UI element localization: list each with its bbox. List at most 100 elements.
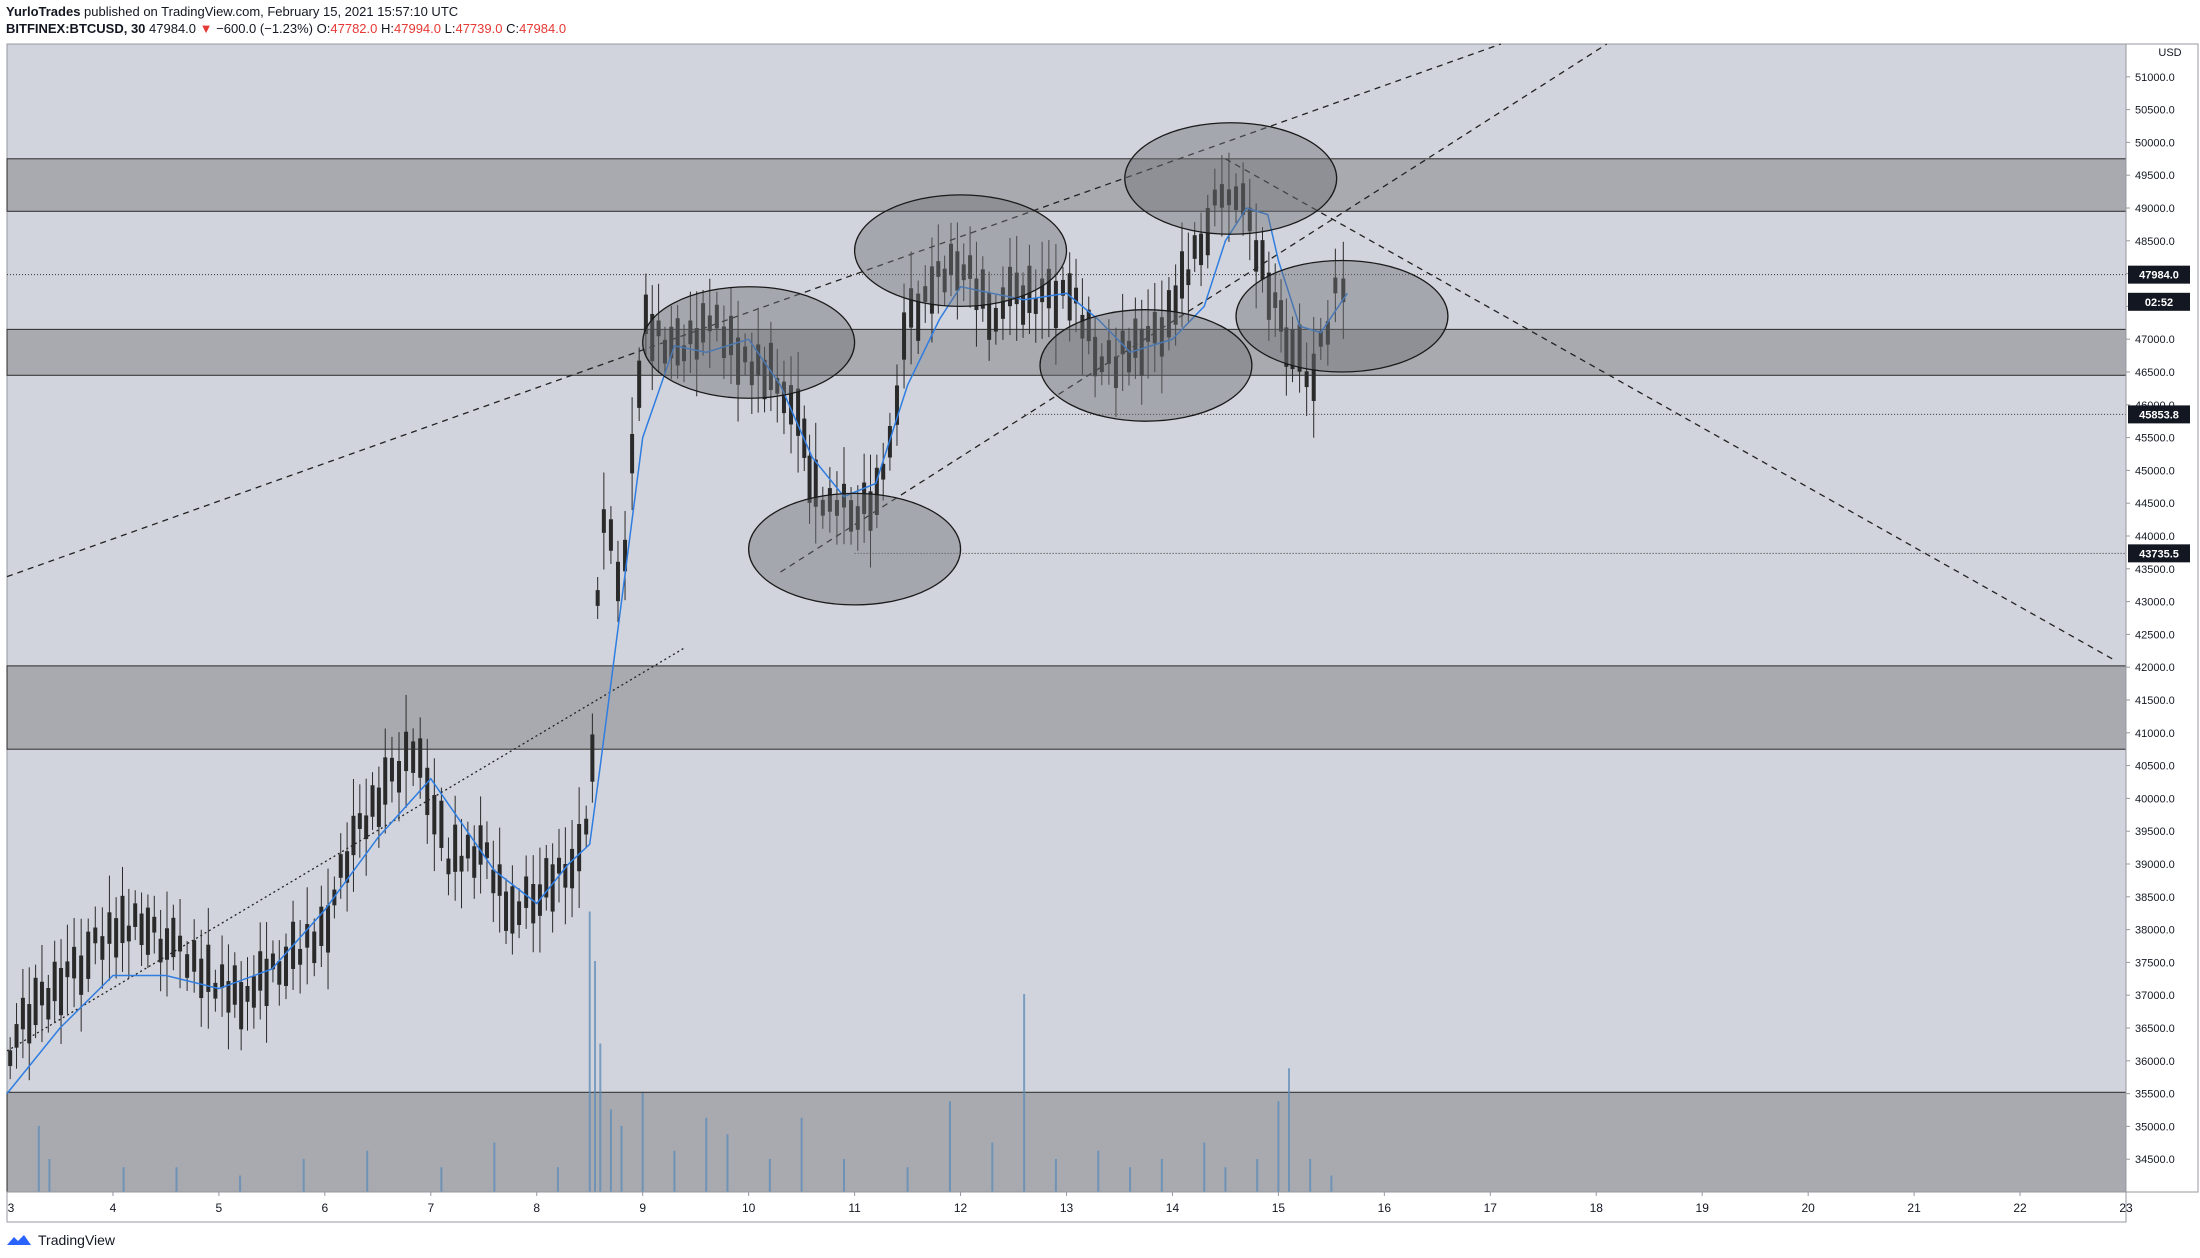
supply-demand-zone[interactable] <box>6 665 2127 750</box>
annotation-ellipse[interactable] <box>1039 309 1253 422</box>
price-label-box <box>2128 265 2190 284</box>
candle-body <box>100 936 105 960</box>
tradingview-brand[interactable]: TradingView <box>38 1232 116 1248</box>
candle-body <box>192 940 197 972</box>
currency-label: USD <box>2158 47 2181 59</box>
candle-body <box>86 931 91 979</box>
candle-body <box>694 328 699 360</box>
volume-bar <box>440 1167 443 1192</box>
candle-body <box>563 864 568 888</box>
candle-body <box>807 455 812 503</box>
volume-bar <box>705 1117 708 1192</box>
candle-body <box>595 590 600 606</box>
y-tick-label: 41000.0 <box>2135 728 2175 740</box>
candle-body <box>1007 266 1012 307</box>
supply-demand-zone[interactable] <box>6 328 2127 376</box>
candle-body <box>881 463 886 480</box>
candle-body <box>682 345 687 362</box>
x-tick-label: 8 <box>533 1201 540 1215</box>
annotation-ellipse[interactable] <box>747 492 962 606</box>
tradingview-logo-icon <box>7 1235 31 1245</box>
trend-line[interactable] <box>780 43 1608 573</box>
candle-body <box>298 948 303 965</box>
supply-demand-zone[interactable] <box>6 1091 2127 1193</box>
candle-body <box>1341 278 1346 303</box>
candle-body <box>139 913 144 946</box>
symbol-label[interactable]: BITFINEX:BTCUSD, 30 <box>6 21 146 36</box>
volume-bar <box>1129 1167 1132 1192</box>
y-tick-label: 43000.0 <box>2135 597 2175 609</box>
candle-body <box>357 813 362 829</box>
candle-body <box>1053 280 1058 329</box>
price-axis[interactable] <box>2125 43 2199 1193</box>
candle-body <box>1260 240 1265 280</box>
price-label-box <box>2128 405 2190 424</box>
candle-body <box>993 307 998 332</box>
y-tick-label: 34500.0 <box>2135 1154 2175 1166</box>
candle-body <box>185 954 190 978</box>
down-arrow-icon: ▼ <box>199 21 213 36</box>
candle-body <box>1152 311 1157 344</box>
trend-line[interactable] <box>1225 158 2116 662</box>
y-tick-label: 49500.0 <box>2135 170 2175 182</box>
candle-body <box>404 731 409 772</box>
candle-body <box>608 519 613 551</box>
volume-bar <box>948 1101 951 1192</box>
candle-body <box>59 967 64 1016</box>
candle-body <box>1027 265 1032 313</box>
candle-body <box>1040 278 1045 303</box>
candle-body <box>1120 330 1125 355</box>
candle-body <box>1247 207 1252 232</box>
candle-body <box>351 815 356 856</box>
candle-body <box>1273 292 1278 309</box>
volume-bar <box>493 1142 496 1192</box>
last-price: 47984.0 <box>149 21 197 36</box>
candle-body <box>65 961 70 978</box>
candle-body <box>312 931 317 964</box>
candle-body <box>923 286 928 302</box>
candle-body <box>213 982 218 999</box>
volume-bar <box>768 1159 771 1192</box>
candle-body <box>1127 340 1132 373</box>
candle-body <box>1146 326 1151 342</box>
candle-body <box>79 955 84 995</box>
trend-line[interactable] <box>6 43 1502 578</box>
candle-body <box>418 738 423 778</box>
volume-bar <box>1309 1159 1312 1192</box>
annotation-ellipse[interactable] <box>642 286 856 399</box>
candle-body <box>338 854 343 878</box>
high-value: 47994.0 <box>394 21 441 36</box>
candle-body <box>707 315 712 332</box>
candle-body <box>556 857 561 874</box>
price-label: 02:52 <box>2145 297 2173 309</box>
y-tick-label: 35000.0 <box>2135 1121 2175 1133</box>
volume-bar <box>906 1167 909 1192</box>
y-tick-label: 37500.0 <box>2135 957 2175 969</box>
annotation-ellipse[interactable] <box>1124 122 1338 235</box>
y-tick-label: 40500.0 <box>2135 761 2175 773</box>
volume-bar <box>620 1126 623 1192</box>
x-tick-label: 10 <box>742 1201 756 1215</box>
price-change: −600.0 (−1.23%) <box>216 21 314 36</box>
plot-area[interactable] <box>6 43 2127 1193</box>
candle-body <box>425 767 430 816</box>
trend-line[interactable] <box>6 646 686 1052</box>
candle-body <box>669 326 674 359</box>
candle-body <box>656 320 661 337</box>
candle-body <box>206 944 211 992</box>
supply-demand-zone[interactable] <box>6 158 2127 212</box>
candle-body <box>855 506 860 530</box>
candle-body <box>781 381 786 414</box>
volume-bar <box>366 1150 369 1192</box>
candle-body <box>1192 235 1197 259</box>
candle-body <box>768 342 773 391</box>
annotation-ellipse[interactable] <box>853 194 1068 308</box>
moving-average-line <box>6 207 1348 1095</box>
candle-body <box>743 346 748 363</box>
author-name[interactable]: YurloTrades <box>6 4 81 19</box>
candle-body <box>650 313 655 362</box>
y-tick-label: 43500.0 <box>2135 564 2175 576</box>
x-tick-label: 7 <box>427 1201 434 1215</box>
annotation-ellipse[interactable] <box>1235 259 1449 373</box>
